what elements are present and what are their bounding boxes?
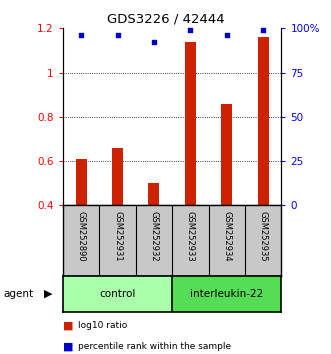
Bar xyxy=(148,183,160,205)
Text: GSM252932: GSM252932 xyxy=(149,211,159,262)
Text: control: control xyxy=(99,289,136,299)
Text: ■: ■ xyxy=(63,342,73,352)
Bar xyxy=(75,159,87,205)
Bar xyxy=(221,104,232,205)
Text: ▶: ▶ xyxy=(44,289,52,299)
Point xyxy=(224,33,229,38)
Text: GSM252935: GSM252935 xyxy=(259,211,268,262)
Text: GDS3226 / 42444: GDS3226 / 42444 xyxy=(107,12,224,25)
Text: GSM252933: GSM252933 xyxy=(186,211,195,262)
Point xyxy=(260,27,266,33)
Text: GSM252934: GSM252934 xyxy=(222,211,231,262)
Bar xyxy=(112,148,123,205)
Point xyxy=(115,33,120,38)
Text: agent: agent xyxy=(3,289,33,299)
Bar xyxy=(258,37,269,205)
Text: GSM252890: GSM252890 xyxy=(76,211,86,262)
Point xyxy=(78,33,84,38)
Text: GSM252931: GSM252931 xyxy=(113,211,122,262)
Bar xyxy=(185,42,196,205)
Point xyxy=(151,40,157,45)
Text: interleukin-22: interleukin-22 xyxy=(190,289,263,299)
Text: percentile rank within the sample: percentile rank within the sample xyxy=(78,342,231,352)
Text: ■: ■ xyxy=(63,321,73,331)
Text: log10 ratio: log10 ratio xyxy=(78,321,127,330)
Bar xyxy=(63,276,172,312)
Point xyxy=(188,27,193,33)
Bar xyxy=(172,276,281,312)
